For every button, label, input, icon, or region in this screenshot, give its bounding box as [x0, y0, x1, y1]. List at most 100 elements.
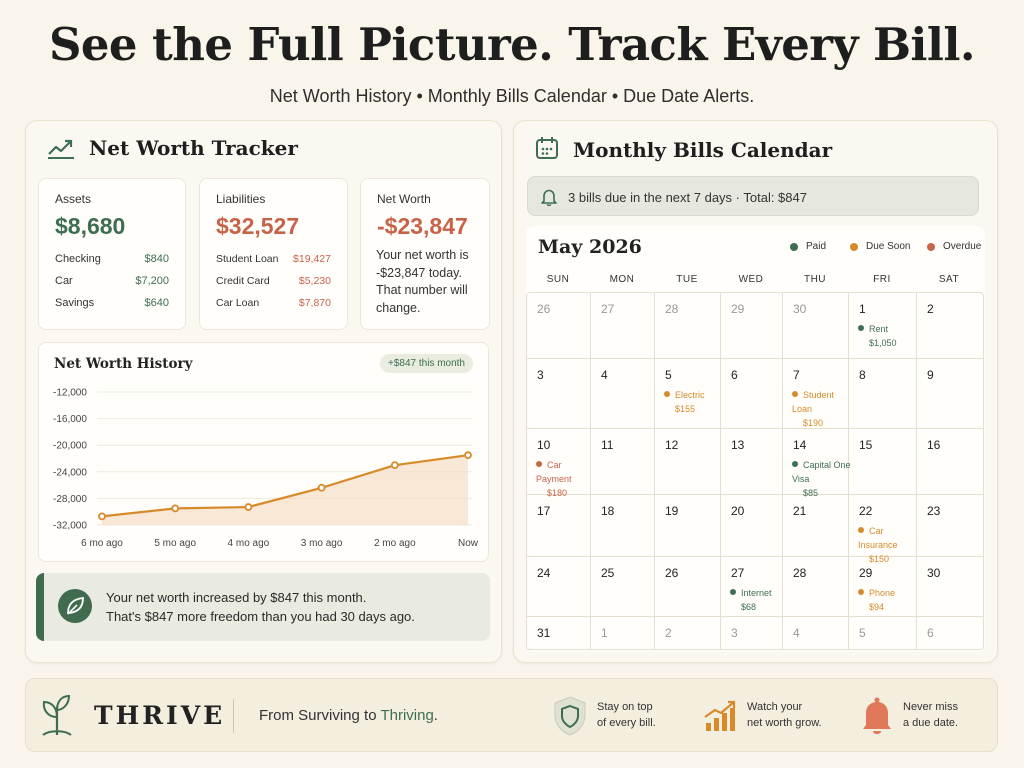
day-number: 2 [927, 302, 934, 316]
asset-row: Checking $840 [55, 253, 169, 265]
calendar-day-cell[interactable]: 27 [591, 293, 655, 359]
calendar-day-cell[interactable]: 20 [721, 495, 783, 557]
bill-name: Rent [869, 324, 889, 334]
calendar-day-cell[interactable]: 11 [591, 429, 655, 495]
net-worth-label: Net Worth [377, 192, 431, 206]
net-worth-history-card: Net Worth History +$847 this month -12,0… [38, 342, 489, 562]
calendar-day-cell[interactable]: 29 [721, 293, 783, 359]
calendar-day-cell[interactable]: 17 [527, 495, 591, 557]
calendar-day-cell[interactable]: 4 [783, 617, 849, 649]
day-number: 25 [601, 566, 615, 580]
calendar-day-cell[interactable]: 9 [917, 359, 983, 429]
calendar-day-cell[interactable]: 5 [849, 617, 917, 649]
feature-3: Never miss a due date. [903, 699, 958, 731]
day-number: 27 [601, 302, 615, 316]
calendar-day-cell[interactable]: 30 [917, 557, 983, 617]
bill-event[interactable]: Student Loan $190 [792, 388, 852, 430]
x-tick-label: 5 mo ago [154, 538, 196, 549]
day-number: 12 [665, 438, 679, 452]
calendar-day-cell[interactable]: 16 [917, 429, 983, 495]
calendar-day-cell[interactable]: 26 [527, 293, 591, 359]
feature-2: Watch your net worth grow. [747, 699, 822, 731]
day-number: 26 [537, 302, 551, 316]
calendar-day-cell[interactable]: 15 [849, 429, 917, 495]
insight-line-2: That's $847 more freedom than you had 30… [106, 609, 415, 624]
calendar-month: May 2026 [538, 236, 642, 258]
calendar-day-cell[interactable]: 10 Car Payment $180 [527, 429, 591, 498]
monthly-change-badge: +$847 this month [380, 354, 473, 373]
legend-dot [850, 242, 858, 251]
calendar-day-cell[interactable]: 30 [783, 293, 849, 359]
legend-label: Due Soon [866, 241, 911, 252]
y-tick-label: -28,000 [53, 494, 87, 505]
bill-event[interactable]: Car Insurance $150 [858, 524, 918, 566]
calendar-day-cell[interactable]: 19 [655, 495, 721, 557]
bill-event[interactable]: Phone $94 [858, 586, 918, 614]
calendar-day-cell[interactable]: 6 [917, 617, 983, 649]
calendar-day-cell[interactable]: 29 Phone $94 [849, 557, 917, 617]
day-number: 23 [927, 504, 941, 518]
y-tick-label: -24,000 [53, 467, 87, 478]
liability-name: Credit Card [216, 275, 270, 287]
insight-line-1: Your net worth increased by $847 this mo… [106, 590, 367, 605]
calendar-day-cell[interactable]: 21 [783, 495, 849, 557]
calendar-day-cell[interactable]: 3 [527, 359, 591, 429]
day-number: 6 [731, 368, 738, 382]
tagline-suffix: . [433, 707, 438, 724]
calendar-day-cell[interactable]: 2 [655, 617, 721, 649]
bill-name: Car Payment [536, 460, 572, 484]
net-worth-card: Net Worth -$23,847 Your net worth is -$2… [360, 178, 490, 330]
bill-event[interactable]: Rent $1,050 [858, 322, 918, 350]
liability-amount: $5,230 [298, 275, 331, 287]
bill-event[interactable]: Electric $155 [664, 388, 724, 416]
bill-event[interactable]: Capital One Visa $85 [792, 458, 852, 500]
y-tick-label: -32,000 [53, 521, 87, 532]
calendar-day-cell[interactable]: 5 Electric $155 [655, 359, 721, 429]
calendar-day-cell[interactable]: 1 Rent $1,050 [849, 293, 917, 359]
calendar-day-cell[interactable]: 3 [721, 617, 783, 649]
calendar-day-cell[interactable]: 18 [591, 495, 655, 557]
calendar-day-cell[interactable]: 31 [527, 617, 591, 649]
day-number: 4 [601, 368, 608, 382]
calendar-day-cell[interactable]: 8 [849, 359, 917, 429]
calendar-day-cell[interactable]: 1 [591, 617, 655, 649]
calendar-day-cell[interactable]: 6 [721, 359, 783, 429]
calendar-day-cell[interactable]: 23 [917, 495, 983, 557]
calendar-day-cell[interactable]: 25 [591, 557, 655, 617]
bill-event[interactable]: Car Payment $180 [536, 458, 596, 500]
day-number: 29 [731, 302, 745, 316]
calendar-day-cell[interactable]: 4 [591, 359, 655, 429]
calendar-day-cell[interactable]: 12 [655, 429, 721, 495]
day-number: 27 [731, 566, 745, 580]
calendar-day-cell[interactable]: 22 Car Insurance $150 [849, 495, 917, 564]
sprout-icon [42, 694, 72, 736]
day-number: 31 [537, 626, 551, 640]
feature-line: net worth grow. [747, 717, 822, 729]
liability-name: Car Loan [216, 297, 260, 309]
calendar-day-cell[interactable]: 13 [721, 429, 783, 495]
feature-line: Watch your [747, 701, 803, 713]
calendar-day-cell[interactable]: 28 [783, 557, 849, 617]
liability-row: Car Loan $7,870 [216, 297, 331, 309]
calendar-day-cell[interactable]: 28 [655, 293, 721, 359]
calendar-day-cell[interactable]: 26 [655, 557, 721, 617]
calendar-day-cell[interactable]: 2 [917, 293, 983, 359]
status-dot [792, 461, 798, 467]
calendar-day-cell[interactable]: 7 Student Loan $190 [783, 359, 849, 429]
day-number: 10 [537, 438, 551, 452]
day-number: 21 [793, 504, 807, 518]
data-point [390, 461, 399, 470]
feature-line: of every bill. [597, 717, 656, 729]
calendar-day-cell[interactable]: 27 Internet $68 [721, 557, 783, 617]
calendar-day-cell[interactable]: 24 [527, 557, 591, 617]
net-worth-value: -$23,847 [377, 213, 468, 239]
status-dot [730, 589, 736, 595]
bell-icon [541, 189, 557, 206]
bills-alert[interactable]: 3 bills due in the next 7 days · Total: … [527, 176, 979, 216]
calendar-day-cell[interactable]: 14 Capital One Visa $85 [783, 429, 851, 498]
feature-1: Stay on top of every bill. [597, 699, 656, 731]
bill-event[interactable]: Internet $68 [730, 586, 790, 614]
weekday-label: TUE [676, 274, 698, 285]
bill-amount: $150 [869, 554, 890, 564]
x-tick-label: 2 mo ago [374, 538, 416, 549]
